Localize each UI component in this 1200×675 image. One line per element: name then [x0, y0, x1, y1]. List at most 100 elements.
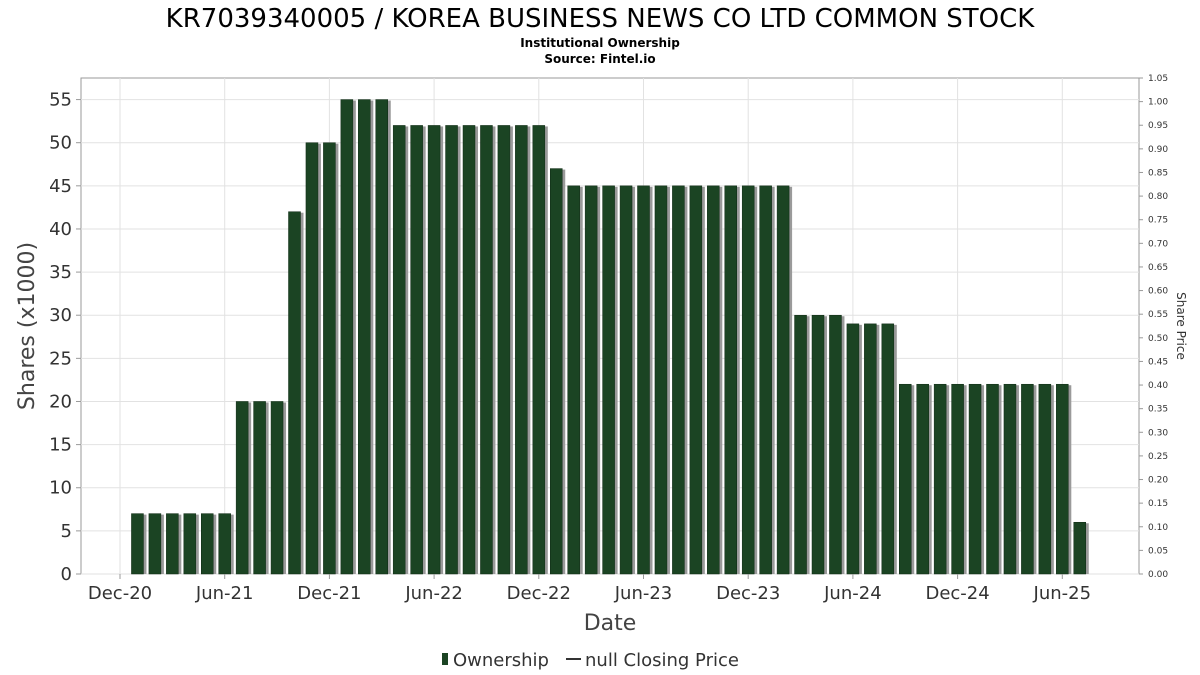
- ownership-bar: [602, 185, 615, 575]
- y-tick-label: 15: [49, 435, 72, 456]
- y2-tick-label: 1.00: [1148, 98, 1168, 108]
- ownership-bar: [410, 125, 423, 575]
- x-tick-label: Dec-21: [297, 583, 361, 604]
- x-axis-ticks: Dec-20 Jun-21 Dec-21 Jun-22 Dec-22 Jun-23 Dec-…: [88, 574, 1091, 604]
- ownership-bar: [916, 383, 929, 575]
- x-tick-label: Jun-22: [404, 583, 463, 604]
- ownership-bar: [951, 383, 964, 575]
- y-tick-label: 10: [49, 478, 72, 499]
- x-tick-label: Jun-25: [1033, 583, 1092, 604]
- y-tick-label: 0: [61, 564, 72, 585]
- y2-tick-label: 0.90: [1148, 145, 1168, 155]
- legend-ownership-swatch: [442, 653, 448, 665]
- y2-tick-label: 0.30: [1148, 428, 1168, 438]
- ownership-bar: [1073, 521, 1086, 575]
- ownership-bar: [567, 185, 580, 575]
- ownership-bar: [480, 125, 493, 575]
- ownership-bar: [986, 383, 999, 575]
- x-tick-label: Dec-23: [716, 583, 780, 604]
- ownership-bar: [724, 185, 737, 575]
- ownership-bar: [288, 211, 301, 575]
- ownership-bar: [881, 323, 895, 575]
- y2-tick-label: 0.55: [1148, 310, 1168, 320]
- ownership-bar: [1021, 383, 1034, 575]
- ownership-bar: [201, 513, 214, 575]
- ownership-bar: [829, 314, 842, 575]
- y2-tick-label: 0.40: [1148, 381, 1168, 391]
- ownership-bar: [497, 125, 511, 575]
- bars: [131, 99, 1089, 575]
- ownership-bar: [515, 125, 528, 575]
- x-tick-label: Jun-23: [614, 583, 673, 604]
- ownership-bar: [584, 185, 598, 575]
- ownership-bar: [445, 125, 458, 575]
- ownership-bar: [183, 513, 197, 575]
- y-tick-label: 30: [49, 305, 72, 326]
- ownership-bar: [1038, 383, 1052, 575]
- ownership-bar: [218, 513, 231, 575]
- ownership-bar: [532, 125, 546, 575]
- y-tick-label: 40: [49, 219, 72, 240]
- chart-title: KR7039340005 / KOREA BUSINESS NEWS CO LT…: [166, 4, 1036, 34]
- y-axis-label: Shares (x1000): [15, 242, 40, 410]
- ownership-bar: [654, 185, 668, 575]
- ownership-bar: [166, 513, 179, 575]
- ownership-bar: [619, 185, 633, 575]
- y-tick-label: 55: [49, 90, 72, 111]
- ownership-bar: [776, 185, 790, 575]
- ownership-bar: [148, 513, 162, 575]
- ownership-bar: [637, 185, 650, 575]
- y2-tick-label: 0.80: [1148, 192, 1168, 202]
- ownership-bar: [741, 185, 755, 575]
- ownership-bar: [375, 99, 388, 575]
- ownership-bar: [270, 401, 284, 575]
- y2-tick-label: 0.85: [1148, 168, 1168, 178]
- y-tick-label: 25: [49, 348, 72, 369]
- y2-tick-label: 0.65: [1148, 263, 1168, 273]
- y2-tick-label: 0.95: [1148, 121, 1168, 131]
- y2-tick-label: 0.25: [1148, 452, 1168, 462]
- y-tick-label: 45: [49, 176, 72, 197]
- ownership-bar: [1003, 383, 1017, 575]
- ownership-bar: [358, 99, 371, 575]
- y-tick-label: 35: [49, 262, 72, 283]
- ownership-bar: [1056, 383, 1069, 575]
- ownership-bar: [672, 185, 685, 575]
- y2-tick-label: 1.05: [1148, 74, 1168, 84]
- ownership-bar: [253, 401, 266, 575]
- ownership-bar: [427, 125, 441, 575]
- y2-tick-label: 0.10: [1148, 523, 1168, 533]
- y2-tick-label: 0.75: [1148, 216, 1168, 226]
- ownership-bar: [759, 185, 772, 575]
- legend-price-label: null Closing Price: [585, 650, 739, 671]
- y-tick-label: 50: [49, 133, 72, 154]
- left-axis-ticks: 0 5 10 15 20 25 30 35 40 45 50 55: [49, 90, 81, 585]
- ownership-bar: [846, 323, 860, 575]
- ownership-bar: [305, 142, 319, 575]
- chart-source: Source: Fintel.io: [544, 52, 655, 66]
- ownership-bar: [689, 185, 703, 575]
- y2-tick-label: 0.60: [1148, 287, 1168, 297]
- y-tick-label: 20: [49, 391, 72, 412]
- y2-tick-label: 0.05: [1148, 546, 1168, 556]
- y2-tick-label: 0.70: [1148, 239, 1168, 249]
- ownership-bar: [323, 142, 336, 575]
- y2-axis-label: Share Price: [1174, 292, 1188, 360]
- y-tick-label: 5: [61, 521, 72, 542]
- ownership-bar: [864, 323, 877, 575]
- ownership-bar: [235, 401, 249, 575]
- ownership-bar: [462, 125, 476, 575]
- ownership-bar: [794, 314, 807, 575]
- x-tick-label: Jun-24: [823, 583, 882, 604]
- x-tick-label: Dec-20: [88, 583, 152, 604]
- chart-subtitle: Institutional Ownership: [520, 36, 680, 50]
- legend-ownership-label: Ownership: [453, 650, 549, 671]
- ownership-bar: [392, 125, 406, 575]
- ownership-bar: [899, 383, 912, 575]
- ownership-bar: [550, 168, 563, 575]
- ownership-bar: [811, 314, 825, 575]
- x-tick-label: Jun-21: [195, 583, 254, 604]
- ownership-bar: [933, 383, 947, 575]
- legend: Ownership null Closing Price: [442, 650, 739, 671]
